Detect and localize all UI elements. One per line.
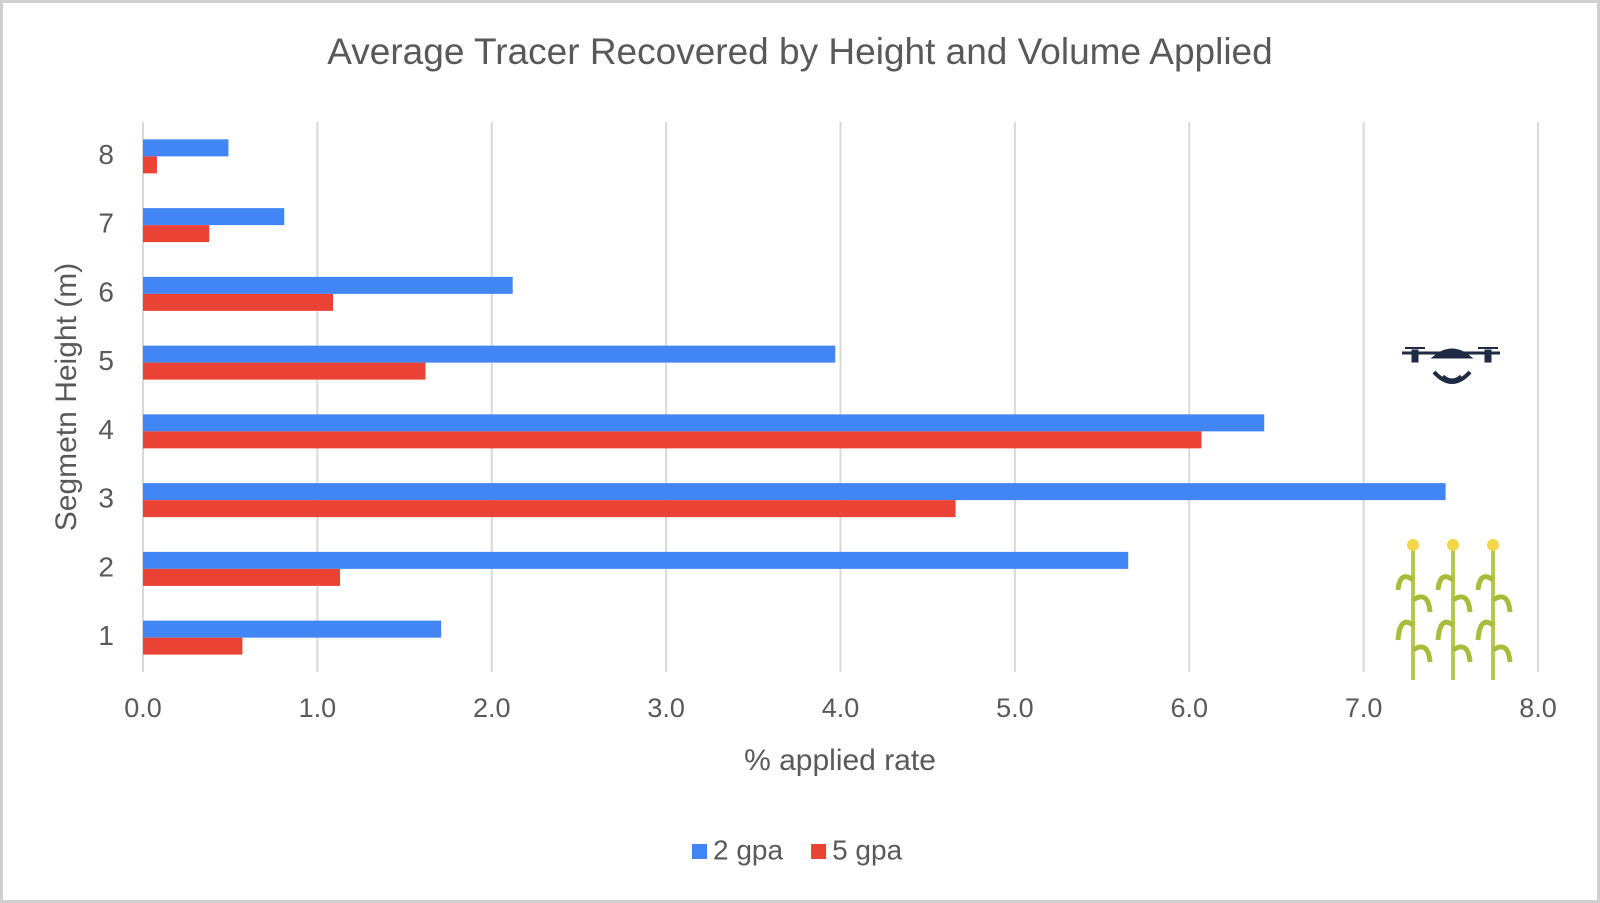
x-tick-label: 6.0 — [1170, 693, 1208, 723]
bar — [143, 293, 334, 311]
y-tick-label: 6 — [98, 276, 114, 307]
y-tick-label: 3 — [98, 483, 114, 514]
bar — [143, 637, 243, 655]
legend-label: 2 gpa — [713, 834, 783, 865]
x-axis-label: % applied rate — [744, 744, 936, 777]
x-tick-label: 0.0 — [124, 693, 162, 723]
bar — [143, 139, 229, 157]
bar — [143, 551, 1129, 569]
drone-icon — [1402, 347, 1500, 384]
y-axis-label: Segmetn Height (m) — [50, 263, 83, 531]
x-tick-label: 1.0 — [299, 693, 337, 723]
x-tick-label: 4.0 — [822, 693, 860, 723]
bar — [143, 431, 1202, 449]
x-tick-label: 2.0 — [473, 693, 511, 723]
legend-swatch — [811, 844, 827, 859]
legend-swatch — [692, 844, 707, 859]
bar — [143, 362, 426, 380]
y-tick-label: 4 — [98, 414, 114, 445]
y-tick-label: 5 — [98, 345, 114, 376]
y-tick-label: 8 — [98, 139, 114, 170]
corn-icon — [1395, 539, 1510, 680]
x-tick-label: 5.0 — [996, 693, 1034, 723]
y-tick-label: 1 — [98, 620, 114, 651]
x-tick-label: 8.0 — [1519, 693, 1557, 723]
bar — [143, 208, 285, 226]
y-tick-label: 7 — [98, 208, 114, 239]
bar — [143, 345, 836, 363]
y-tick-label: 2 — [98, 551, 114, 582]
bar — [143, 225, 210, 243]
legend-label: 5 gpa — [832, 834, 902, 865]
bar — [143, 483, 1446, 501]
bar — [143, 276, 513, 294]
x-tick-label: 7.0 — [1345, 693, 1383, 723]
x-tick-label: 3.0 — [647, 693, 685, 723]
chart-title: Average Tracer Recovered by Height and V… — [327, 31, 1272, 72]
bar — [143, 414, 1265, 432]
bar — [143, 568, 341, 586]
bar — [143, 620, 442, 638]
bar — [143, 500, 956, 518]
bar — [143, 156, 157, 174]
